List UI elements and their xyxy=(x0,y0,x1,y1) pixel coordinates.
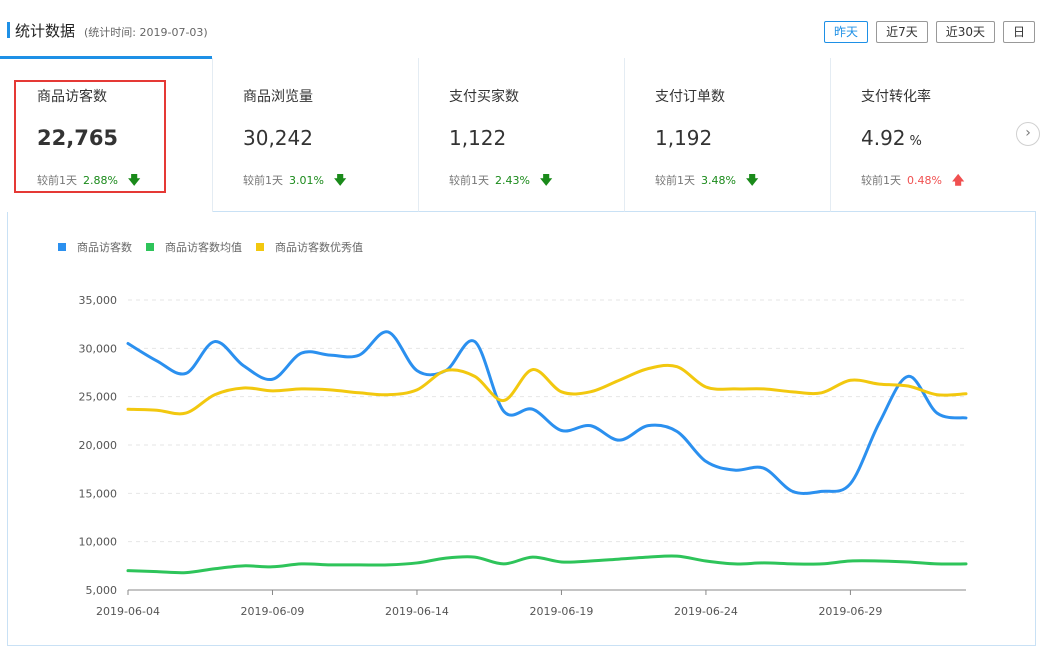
metric-value: 22,765 xyxy=(37,126,119,150)
range-button-7days[interactable]: 近7天 xyxy=(876,21,928,43)
y-tick-label: 15,000 xyxy=(79,487,118,500)
compare-label: 较前1天 xyxy=(655,174,695,187)
compare-label: 较前1天 xyxy=(243,174,283,187)
legend-label: 商品访客数 xyxy=(77,241,132,254)
legend-item-average[interactable]: 商品访客数均值 xyxy=(146,239,242,255)
y-tick-label: 5,000 xyxy=(86,584,118,597)
metric-unit: % xyxy=(909,134,922,149)
x-tick-label: 2019-06-19 xyxy=(529,605,593,618)
legend-swatch xyxy=(58,243,66,251)
chevron-right-icon[interactable]: › xyxy=(1016,122,1040,146)
compare-percent: 2.88% xyxy=(83,174,118,187)
metric-compare: 较前1天 2.88% 🡇 xyxy=(37,171,140,192)
metric-card-orders[interactable]: 支付订单数 1,192 较前1天 3.48% 🡇 xyxy=(625,58,831,212)
title-accent-bar xyxy=(7,22,10,38)
arrow-down-icon: 🡇 xyxy=(745,173,759,187)
y-tick-label: 30,000 xyxy=(79,342,118,355)
y-tick-label: 10,000 xyxy=(79,536,118,549)
x-tick-label: 2019-06-24 xyxy=(674,605,738,618)
legend-swatch xyxy=(256,243,264,251)
metric-value-number: 4.92 xyxy=(861,126,906,150)
arrow-down-icon: 🡇 xyxy=(127,173,141,187)
metric-label: 商品浏览量 xyxy=(243,89,313,105)
page-title: 统计数据 xyxy=(15,22,76,40)
compare-percent: 0.48% xyxy=(907,174,942,187)
legend-item-excellent[interactable]: 商品访客数优秀值 xyxy=(256,239,363,255)
metric-value: 30,242 xyxy=(243,126,313,150)
legend-label: 商品访客数优秀值 xyxy=(275,241,363,254)
metric-label: 支付转化率 xyxy=(861,89,931,105)
metric-label: 支付买家数 xyxy=(449,89,519,105)
metric-cards: 商品访客数 22,765 较前1天 2.88% 🡇 商品浏览量 30,242 较前1… xyxy=(7,58,1036,212)
compare-label: 较前1天 xyxy=(449,174,489,187)
x-tick-label: 2019-06-14 xyxy=(385,605,449,618)
y-tick-label: 35,000 xyxy=(79,294,118,307)
compare-percent: 3.01% xyxy=(289,174,324,187)
series-line-average xyxy=(126,554,968,575)
series-line-excellent xyxy=(126,363,968,416)
x-tick-label: 2019-06-04 xyxy=(96,605,160,618)
metric-value: 4.92% xyxy=(861,126,922,150)
arrow-down-icon: 🡇 xyxy=(539,173,553,187)
metric-label: 商品访客数 xyxy=(37,89,107,105)
metric-compare: 较前1天 0.48% 🡅 xyxy=(861,171,964,192)
metric-compare: 较前1天 2.43% 🡇 xyxy=(449,171,552,192)
compare-percent: 3.48% xyxy=(701,174,736,187)
metric-value: 1,192 xyxy=(655,126,713,150)
series-line-visitors xyxy=(126,330,968,495)
y-tick-label: 20,000 xyxy=(79,439,118,452)
header: 统计数据 (统计时间: 2019-07-03) 昨天 近7天 近30天 日 xyxy=(0,0,1043,60)
x-tick-label: 2019-06-29 xyxy=(818,605,882,618)
stat-time-label: (统计时间: 2019-07-03) xyxy=(84,26,208,39)
compare-label: 较前1天 xyxy=(861,174,901,187)
range-button-yesterday[interactable]: 昨天 xyxy=(824,21,869,43)
metric-card-visitors[interactable]: 商品访客数 22,765 较前1天 2.88% 🡇 xyxy=(7,58,213,212)
arrow-down-icon: 🡇 xyxy=(333,173,347,187)
metric-card-pageviews[interactable]: 商品浏览量 30,242 较前1天 3.01% 🡇 xyxy=(213,58,419,212)
chart-legend: 商品访客数 商品访客数均值 商品访客数优秀值 xyxy=(58,239,363,255)
y-tick-label: 25,000 xyxy=(79,391,118,404)
legend-item-visitors[interactable]: 商品访客数 xyxy=(58,239,132,255)
legend-swatch xyxy=(146,243,154,251)
metric-compare: 较前1天 3.48% 🡇 xyxy=(655,171,758,192)
compare-percent: 2.43% xyxy=(495,174,530,187)
x-tick-label: 2019-06-09 xyxy=(241,605,305,618)
arrow-up-icon: 🡅 xyxy=(951,173,965,187)
legend-label: 商品访客数均值 xyxy=(165,241,242,254)
range-button-group: 昨天 近7天 近30天 日 xyxy=(824,21,1035,43)
active-tab-indicator xyxy=(0,56,212,59)
range-button-30days[interactable]: 近30天 xyxy=(935,21,995,43)
metric-card-buyers[interactable]: 支付买家数 1,122 较前1天 2.43% 🡇 xyxy=(419,58,625,212)
compare-label: 较前1天 xyxy=(37,174,77,187)
metric-card-conversion[interactable]: 支付转化率 4.92% 较前1天 0.48% 🡅 xyxy=(831,58,1036,212)
metric-compare: 较前1天 3.01% 🡇 xyxy=(243,171,346,192)
range-button-day[interactable]: 日 xyxy=(1002,21,1035,43)
metric-label: 支付订单数 xyxy=(655,89,725,105)
metric-value: 1,122 xyxy=(449,126,507,150)
